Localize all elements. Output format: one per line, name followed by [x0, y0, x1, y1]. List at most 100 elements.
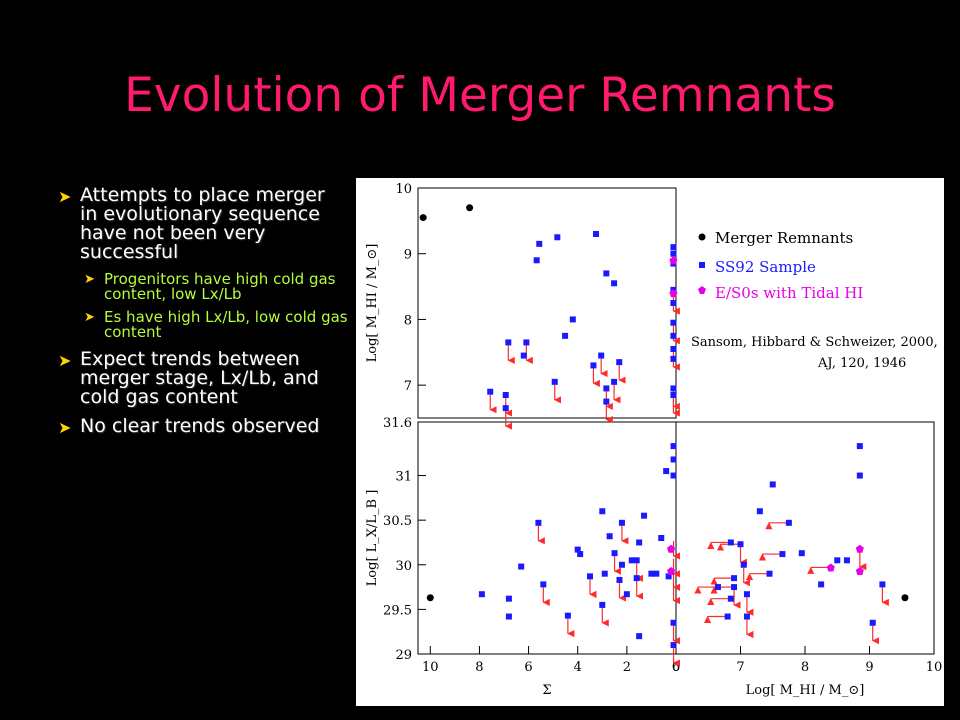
y-tick-label: 31	[395, 470, 412, 485]
bullet-text: Expect trends between merger stage, Lx/L…	[80, 348, 319, 408]
ss92-point	[731, 584, 738, 591]
ss92-point	[518, 563, 525, 570]
ss92-point	[478, 591, 485, 598]
bullet-list: ➤ Attempts to place merger in evolutiona…	[58, 186, 348, 449]
x-tick-label: 4	[574, 660, 582, 675]
ss92-point	[599, 601, 606, 608]
y-tick-label: 8	[404, 313, 412, 328]
ss92-point	[843, 557, 850, 564]
ss92-point	[569, 316, 576, 323]
ss92-point	[593, 231, 600, 237]
ss92-point	[603, 385, 610, 392]
ss92-point	[564, 612, 571, 619]
ss92-point	[505, 613, 512, 620]
es0-point	[669, 289, 678, 298]
ss92-point	[641, 512, 648, 519]
ss92-point	[670, 472, 677, 479]
reference-line-1: Sansom, Hibbard & Schweizer, 2000,	[691, 335, 938, 350]
ss92-point	[743, 591, 750, 598]
ss92-point	[505, 595, 512, 602]
reference-line-2: AJ, 120, 1946	[817, 356, 906, 371]
sub-bullet-arrow-icon: ➤	[84, 310, 95, 325]
legend-es0-label: E/S0s with Tidal HI	[715, 284, 863, 302]
ss92-point	[577, 551, 584, 558]
bullet-text: No clear trends observed	[80, 415, 320, 437]
es0-point	[667, 567, 676, 576]
ss92-point	[670, 355, 677, 362]
ss92-point	[603, 398, 610, 405]
sub-bullet-arrow-icon: ➤	[84, 272, 95, 287]
ss92-point	[487, 388, 494, 395]
y-tick-label: 30	[395, 559, 412, 574]
ss92-point	[785, 519, 792, 526]
slide-title: Evolution of Merger Remnants	[124, 68, 836, 123]
bullet-arrow-icon: ➤	[58, 187, 72, 206]
sub-bullet-text: Es have high Lx/Lb, low cold gas content	[104, 308, 348, 341]
ss92-point	[779, 551, 786, 558]
ss92-point	[658, 535, 665, 541]
y-tick-label: 7	[404, 379, 412, 394]
ss92-point	[670, 443, 677, 450]
ss92-point	[502, 405, 509, 412]
legend-es0-marker	[698, 286, 706, 294]
legend-merger-marker	[698, 233, 706, 241]
sub-bullet-item: ➤ Es have high Lx/Lb, low cold gas conte…	[84, 310, 348, 340]
x-tick-label: 2	[623, 660, 631, 675]
ss92-point	[533, 257, 540, 264]
y-tick-label: 30.5	[383, 514, 412, 529]
sub-bullet-item: ➤ Progenitors have high cold gas content…	[84, 272, 348, 302]
ss92-point	[633, 557, 640, 564]
x-tick-label: 9	[865, 660, 873, 675]
ss92-point	[636, 633, 643, 640]
legend-merger-label: Merger Remnants	[715, 229, 853, 247]
ss92-point	[670, 385, 677, 392]
ss92-point	[737, 541, 744, 548]
ss92-point	[670, 456, 677, 463]
ss92-point	[714, 584, 721, 591]
ss92-point	[599, 508, 606, 515]
bullet-text: Attempts to place merger in evolutionary…	[80, 184, 325, 263]
x-axis-label: Σ	[542, 683, 551, 698]
ss92-point	[540, 581, 547, 588]
ss92-point	[574, 546, 581, 553]
ss92-point	[618, 519, 625, 526]
bullet-item: ➤ Expect trends between merger stage, Lx…	[58, 350, 348, 407]
y-tick-label: 31.6	[383, 416, 412, 431]
ss92-point	[879, 581, 886, 588]
es0-point	[826, 563, 835, 572]
ss92-point	[587, 573, 593, 580]
es0-point	[855, 544, 864, 553]
y-axis-label: Log[ L_X/L_B ]	[365, 490, 380, 587]
ss92-point	[551, 378, 558, 385]
ss92-point	[554, 234, 561, 241]
x-axis-label: Log[ M_HI / M_⊙]	[746, 683, 865, 698]
ss92-point	[670, 300, 677, 306]
ss92-point	[648, 570, 655, 577]
legend-ss92-label: SS92 Sample	[715, 258, 816, 276]
x-tick-label: 6	[672, 660, 680, 675]
ss92-point	[670, 332, 677, 339]
merger-remnant-point	[466, 204, 474, 212]
panel-frame-bottom-right	[675, 421, 935, 655]
ss92-point	[798, 550, 805, 557]
x-tick-label: 8	[801, 660, 809, 675]
ss92-point	[756, 508, 763, 515]
ss92-point	[603, 270, 610, 277]
es0-point	[855, 567, 864, 576]
ss92-point	[731, 575, 738, 582]
ss92-point	[834, 557, 841, 564]
ss92-point	[523, 339, 530, 346]
bullet-item: ➤ No clear trends observed	[58, 417, 348, 439]
merger-remnant-point	[419, 214, 427, 222]
x-tick-label: 10	[422, 660, 439, 675]
bullet-item: ➤ Attempts to place merger in evolutiona…	[58, 186, 348, 262]
legend-ss92-marker	[699, 262, 705, 268]
ss92-point	[856, 472, 863, 479]
y-tick-label: 29	[395, 648, 412, 663]
panel-frame-bottom-left	[417, 421, 677, 655]
ss92-point	[502, 392, 509, 398]
ss92-point	[616, 359, 623, 366]
x-tick-label: 0	[672, 660, 680, 675]
ss92-point	[606, 533, 613, 540]
